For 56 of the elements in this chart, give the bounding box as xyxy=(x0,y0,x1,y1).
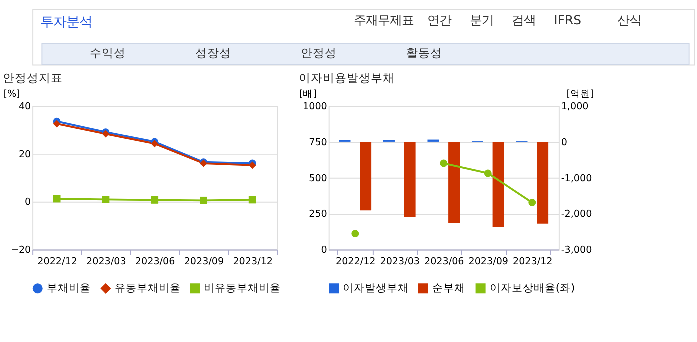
legend-label: 부채비율 xyxy=(46,282,91,295)
y2-tick-label: -1,000 xyxy=(561,173,592,184)
y-tick-label: 0 xyxy=(321,245,328,256)
x-tick-label: 2023/06 xyxy=(424,256,464,268)
y-tick-label: 0 xyxy=(25,197,32,208)
legend-label: 순부채 xyxy=(432,282,466,295)
point xyxy=(528,199,536,206)
chart-title: 이자비용발생부채 xyxy=(299,71,396,86)
x-tick-label: 2023/12 xyxy=(512,256,553,268)
x-tick-label: 2023/03 xyxy=(380,256,420,268)
legend-label: 이자발생부채 xyxy=(343,282,410,295)
y-tick-label: 1000 xyxy=(303,101,328,112)
y-tick-label: 20 xyxy=(18,149,32,160)
y-tick-label: 750 xyxy=(309,137,328,148)
text: 활동성 xyxy=(406,46,443,60)
point xyxy=(352,230,360,238)
text: IFRS xyxy=(554,12,582,28)
y2-tick-label: 1,000 xyxy=(561,101,589,112)
point xyxy=(53,120,61,128)
legend-label: 이자보상배율(좌) xyxy=(490,282,576,295)
x-tick-label: 2023/09 xyxy=(184,256,224,268)
text: 투자분석 xyxy=(40,15,92,30)
x-tick-label: 2022/12 xyxy=(38,256,78,268)
y-tick-label: 250 xyxy=(309,209,328,220)
x-tick-label: 2022/12 xyxy=(336,256,376,268)
point xyxy=(484,170,492,178)
point xyxy=(200,196,208,204)
text: 연간 xyxy=(428,12,452,28)
point xyxy=(53,195,61,203)
legend-label: 유동부채비율 xyxy=(115,282,182,295)
x-tick-label: 2023/12 xyxy=(233,256,274,268)
x-tick-label: 2023/06 xyxy=(135,256,176,268)
legend-label: 비유동부채비율 xyxy=(204,282,282,295)
point xyxy=(102,196,110,204)
text: 분기 xyxy=(470,12,494,28)
point xyxy=(440,160,448,168)
y-tick-label: 500 xyxy=(309,173,328,184)
y2-axis-title: [억원] xyxy=(566,88,594,100)
y-tick-label: −20 xyxy=(10,245,32,256)
chart-title: 안정성지표 xyxy=(3,71,64,86)
x-tick-label: 2023/09 xyxy=(468,256,509,268)
x-tick-label: 2023/03 xyxy=(86,256,126,268)
point xyxy=(151,196,159,204)
y-axis-title: [%] xyxy=(4,88,20,100)
text: 주재무제표 xyxy=(354,12,414,28)
text: 검색 xyxy=(512,12,536,28)
text: 수익성 xyxy=(90,46,126,60)
y-axis-title: [배] xyxy=(299,88,317,100)
y2-tick-label: -2,000 xyxy=(561,209,592,220)
text: 안정성 xyxy=(301,46,338,60)
point xyxy=(248,196,256,204)
y2-tick-label: 0 xyxy=(561,137,568,148)
y-tick-label: 40 xyxy=(18,101,32,112)
text: 산식 xyxy=(617,12,642,28)
y2-tick-label: -3,000 xyxy=(561,245,592,256)
text: 성장성 xyxy=(196,46,232,60)
